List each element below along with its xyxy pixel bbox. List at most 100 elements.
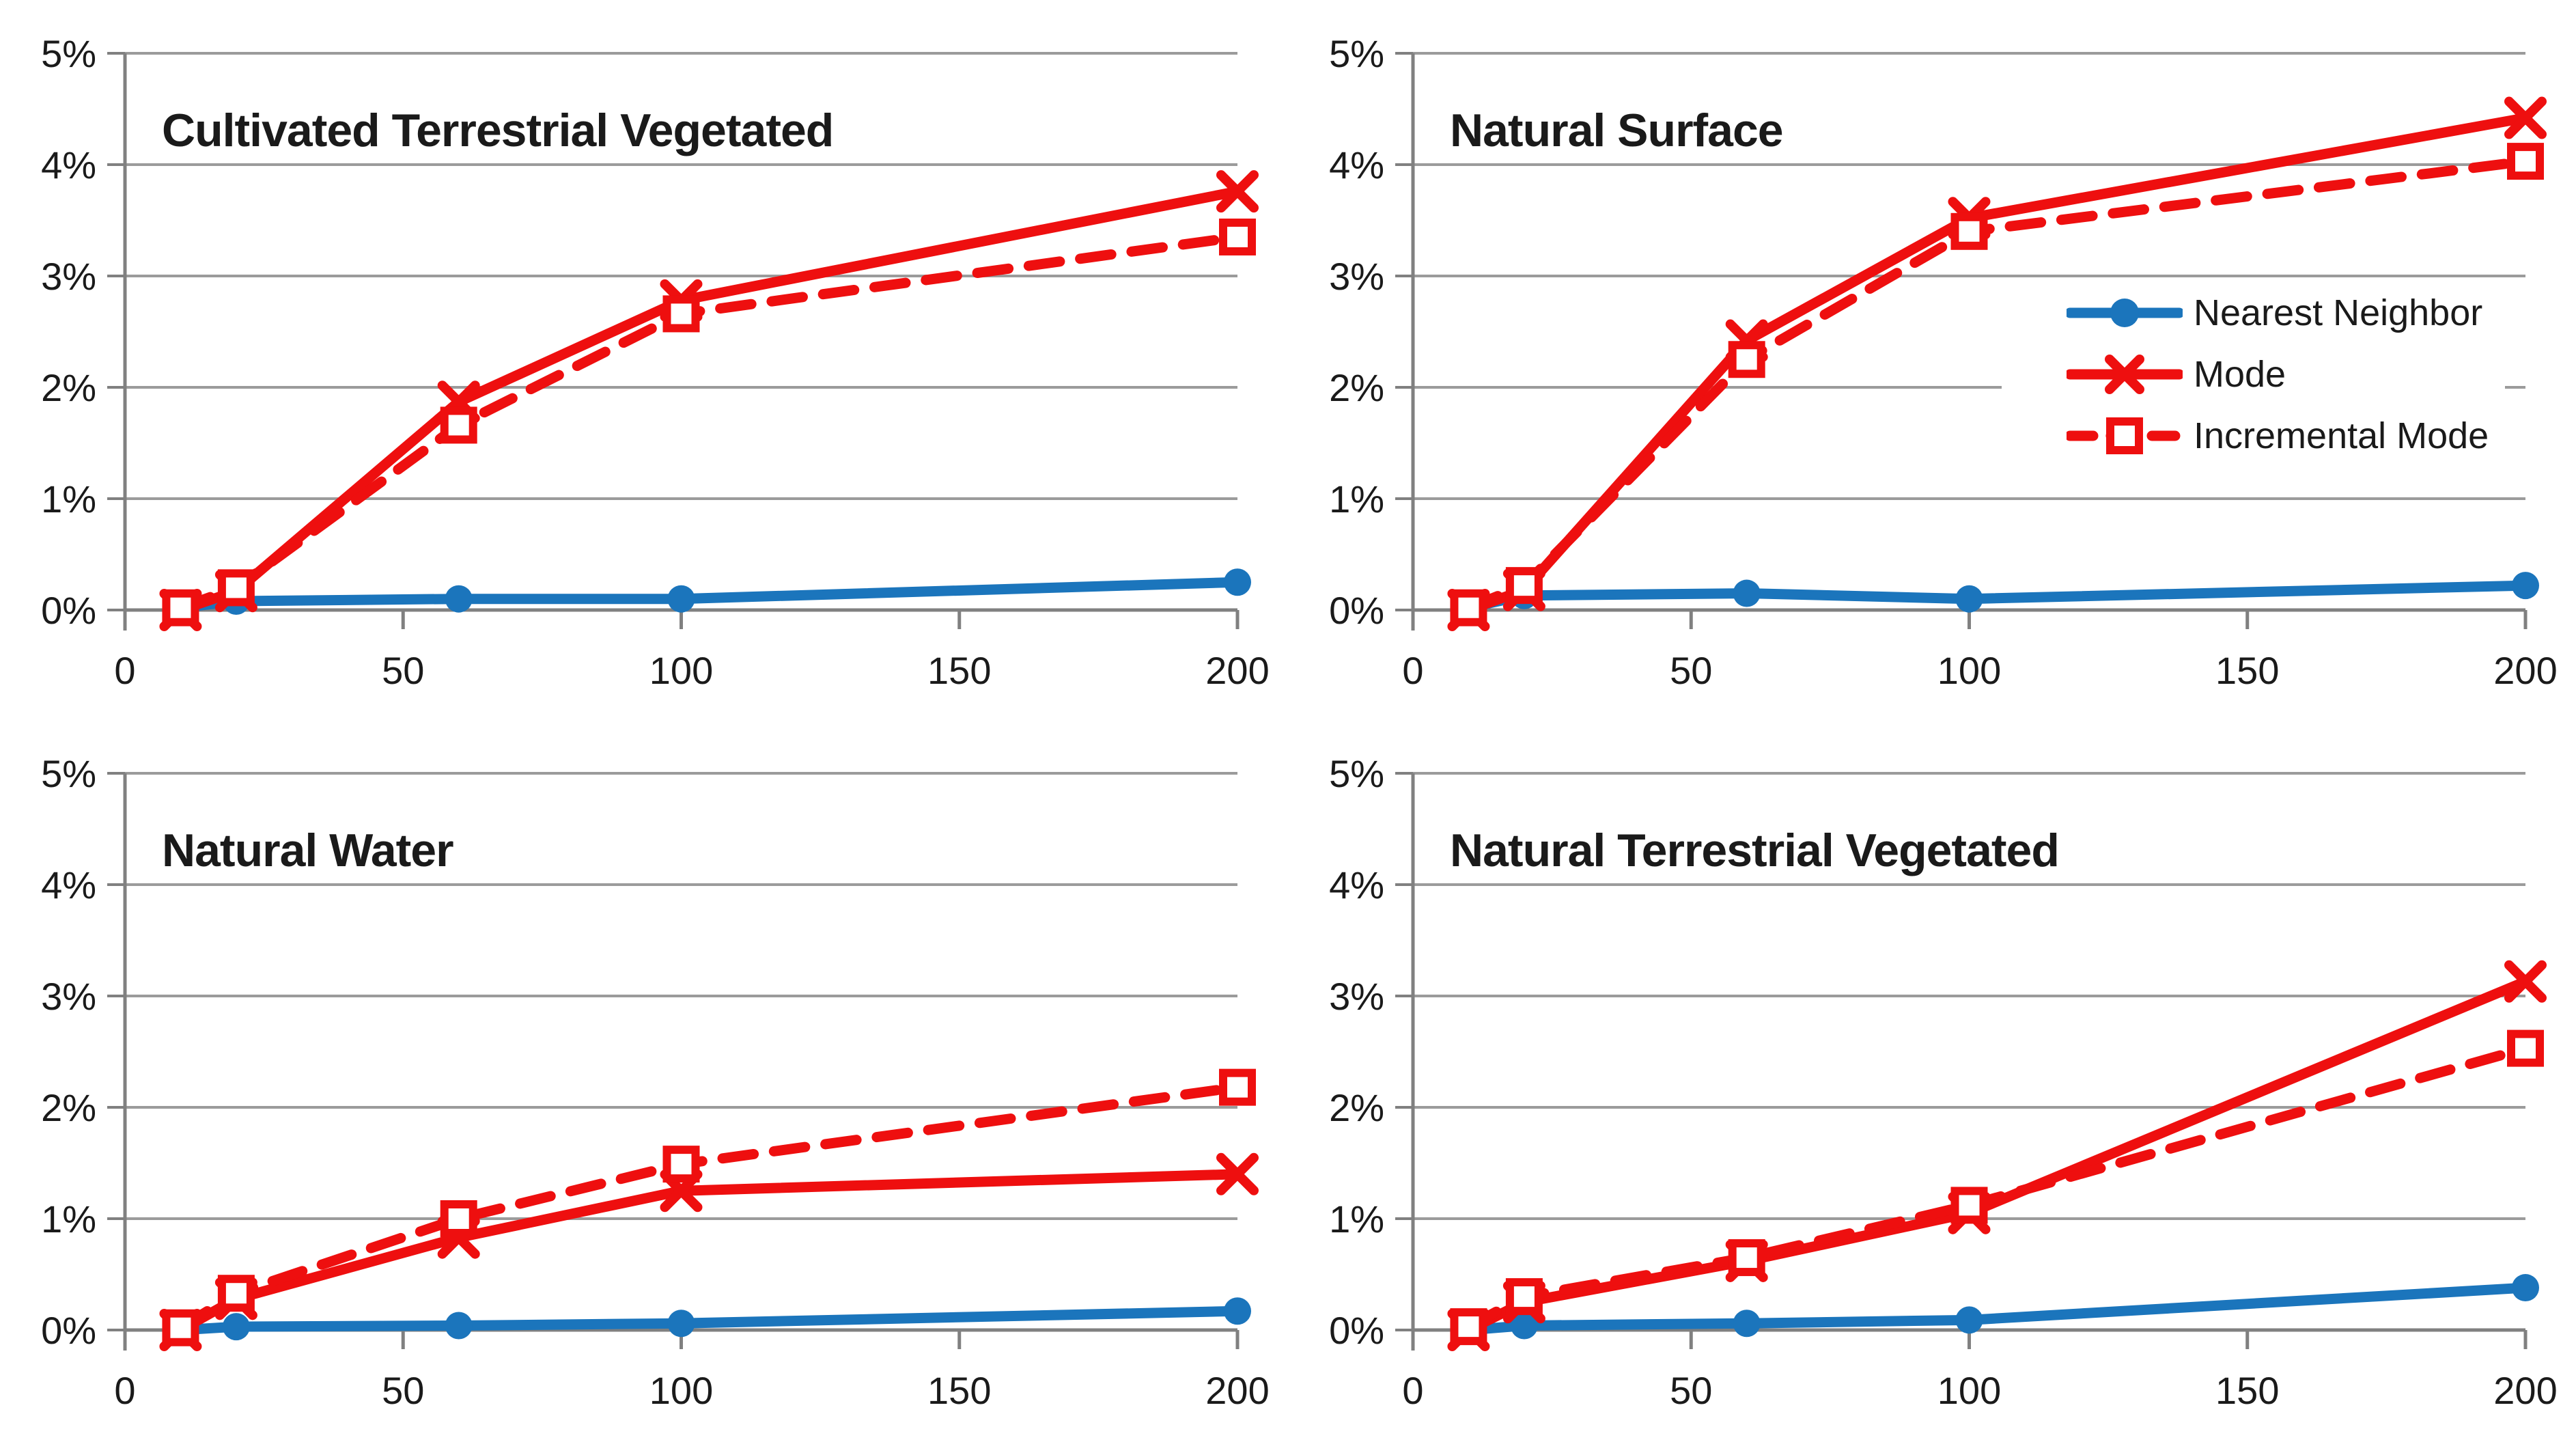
y-axis-label: 1% [1329, 477, 1384, 521]
circle-marker [667, 585, 695, 613]
series-line [175, 577, 1243, 613]
square-marker [662, 1146, 700, 1183]
y-axis-label: 3% [1329, 975, 1384, 1018]
x-marker [2504, 960, 2547, 1003]
square-marker [662, 295, 700, 333]
series-mode [1447, 960, 2547, 1351]
y-axis-label: 5% [1329, 32, 1384, 75]
y-axis-label: 4% [41, 863, 96, 906]
square-marker [1219, 218, 1256, 255]
chart-panel-natural-water: 0% 1% 2% 3% 4% 5% 0 50 100 150 200 Natural Water [0, 720, 1288, 1440]
series-nearest-neighbor [1455, 572, 2539, 622]
series-nearest-neighbor [167, 1297, 1251, 1344]
y-axis-labels: 0% 1% 2% 3% 4% 5% [1329, 752, 1384, 1352]
x-axis-labels: 0 50 100 150 200 [114, 1369, 1269, 1412]
series-incremental-mode [1450, 143, 2544, 626]
y-axis-label: 0% [1329, 1309, 1384, 1352]
square-marker [217, 1275, 255, 1312]
y-axis-label: 1% [1329, 1197, 1384, 1241]
y-axis-label: 0% [41, 589, 96, 632]
x-axis-label: 150 [2215, 1369, 2279, 1412]
square-marker [2507, 143, 2544, 180]
legend: Nearest Neighbor Mode Incremental Mode [2002, 281, 2506, 469]
y-axis-label: 5% [41, 752, 96, 795]
x-axis-label: 200 [1205, 649, 1269, 692]
x-axis-labels: 0 50 100 150 200 [1402, 649, 2557, 692]
y-axis-labels: 0% 1% 2% 3% 4% 5% [41, 32, 96, 632]
x-axis-label: 200 [2493, 1369, 2557, 1412]
series-line [1463, 1282, 2531, 1335]
series-mode [159, 170, 1259, 631]
square-marker [1728, 341, 1765, 378]
series-line [175, 1169, 1243, 1335]
x-axis-label: 200 [2493, 649, 2557, 692]
gridlines [1395, 772, 2525, 1331]
chart-title: Cultivated Terrestrial Vegetated [162, 105, 834, 156]
square-marker [440, 406, 477, 444]
y-axis-label: 1% [41, 1197, 96, 1241]
legend-label: Nearest Neighbor [2194, 292, 2483, 333]
square-marker [162, 589, 199, 626]
y-axis-label: 2% [1329, 1086, 1384, 1129]
circle-marker [1510, 1312, 1538, 1340]
circle-marker [445, 1312, 473, 1340]
x-axis-label: 100 [649, 649, 713, 692]
square-marker [440, 1200, 477, 1237]
circle-marker [222, 1313, 250, 1341]
circle-marker [2512, 1274, 2539, 1302]
square-marker [1728, 1239, 1765, 1277]
square-marker [1219, 1068, 1256, 1106]
circle-marker [667, 1310, 695, 1338]
series-incremental-mode [162, 218, 1256, 626]
chart-title: Natural Surface [1450, 105, 1784, 156]
incremental-mode-sample-icon [2067, 417, 2183, 454]
series-incremental-mode [162, 1068, 1256, 1346]
circle-marker [1733, 579, 1761, 607]
chart-title: Natural Water [162, 825, 454, 876]
y-axis-label: 2% [1329, 366, 1384, 409]
circle-marker [1955, 585, 1983, 613]
y-axis-labels: 0% 1% 2% 3% 4% 5% [1329, 32, 1384, 632]
y-axis-label: 5% [1329, 752, 1384, 795]
x-axis-label: 50 [382, 1369, 424, 1412]
square-marker [217, 569, 255, 607]
y-axis-label: 4% [1329, 143, 1384, 186]
series-line [1463, 580, 2531, 613]
chart-panel-cultivated-terrestrial-vegetated: 0% 1% 2% 3% 4% 5% 0 50 100 150 200 Cultivated Terr… [0, 0, 1288, 720]
x-axis-label: 50 [1670, 1369, 1712, 1412]
legend-item-nearest-neighbor: Nearest Neighbor [2067, 290, 2489, 336]
mode-sample-icon [2067, 355, 2183, 394]
series-nearest-neighbor [167, 568, 1251, 622]
legend-item-incremental-mode: Incremental Mode [2067, 413, 2489, 459]
x-axis-label: 0 [1402, 1369, 1423, 1412]
x-marker [1216, 1152, 1259, 1195]
square-marker [1950, 1187, 1988, 1224]
gridlines [107, 772, 1237, 1331]
square-marker [1505, 1278, 1543, 1316]
y-axis-label: 3% [1329, 255, 1384, 298]
y-axis-label: 2% [41, 1086, 96, 1129]
legend-label: Incremental Mode [2194, 415, 2489, 456]
plot-natural-water: 0% 1% 2% 3% 4% 5% 0 50 100 150 200 [41, 752, 1270, 1412]
circle-marker [1955, 1306, 1983, 1334]
circle-marker [1224, 568, 1251, 596]
series-line [175, 1082, 1243, 1333]
x-axis-label: 50 [382, 649, 424, 692]
x-axis-label: 150 [2215, 649, 2279, 692]
x-axis-label: 0 [114, 649, 135, 692]
y-axis-label: 3% [41, 975, 96, 1018]
series-incremental-mode [1450, 1029, 2544, 1346]
square-marker [1450, 1308, 1487, 1346]
x-axis-label: 100 [1937, 1369, 2001, 1412]
circle-marker [445, 585, 473, 613]
plot-cultivated-terrestrial-vegetated: 0% 1% 2% 3% 4% 5% 0 50 100 150 200 [41, 32, 1270, 692]
y-axis-label: 0% [41, 1309, 96, 1352]
x-marker [1216, 170, 1259, 213]
nearest-neighbor-sample-icon [2067, 299, 2183, 327]
x-axis-label: 0 [1402, 649, 1423, 692]
x-axis-label: 50 [1670, 649, 1712, 692]
square-marker [2507, 1029, 2544, 1067]
square-marker [1450, 589, 1487, 626]
circle-marker [1224, 1297, 1251, 1325]
